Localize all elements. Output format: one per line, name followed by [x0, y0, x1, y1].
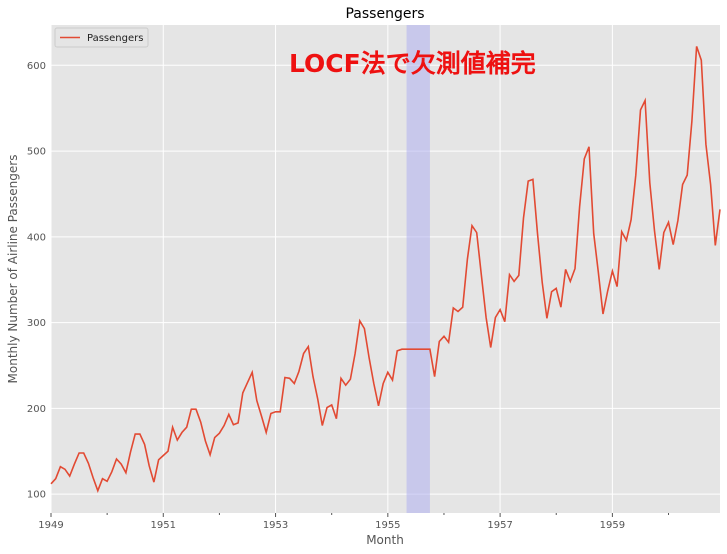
y-axis-label: Monthly Number of Airline Passengers [6, 155, 20, 384]
x-tick-label: 1957 [487, 520, 512, 531]
y-tick-label: 100 [27, 490, 46, 501]
legend: Passengers [54, 27, 149, 48]
series-line-passengers [50, 46, 721, 493]
x-axis-label: Month [366, 533, 404, 547]
y-tick-label: 500 [27, 147, 46, 158]
y-tick-label: 600 [27, 61, 46, 72]
plot-background [51, 25, 720, 513]
x-tick-label: 1949 [38, 520, 63, 531]
legend-label-passengers: Passengers [87, 33, 143, 44]
annotation-text: LOCF法で欠測値補完 [289, 49, 536, 78]
missing-value-span [406, 25, 430, 513]
x-tick-label: 1951 [151, 520, 176, 531]
y-tick-label: 400 [27, 232, 46, 243]
y-axis: 100 200 300 400 500 600 [27, 61, 46, 501]
chart-title: Passengers [345, 6, 424, 22]
y-tick-label: 200 [27, 404, 46, 415]
grid [50, 25, 720, 513]
x-tick-label: 1955 [375, 520, 400, 531]
y-tick-label: 300 [27, 318, 46, 329]
x-tick-label: 1953 [263, 520, 288, 531]
x-tick-label: 1959 [600, 520, 625, 531]
x-axis: 1949 1951 1953 1955 1957 1959 [38, 513, 670, 531]
